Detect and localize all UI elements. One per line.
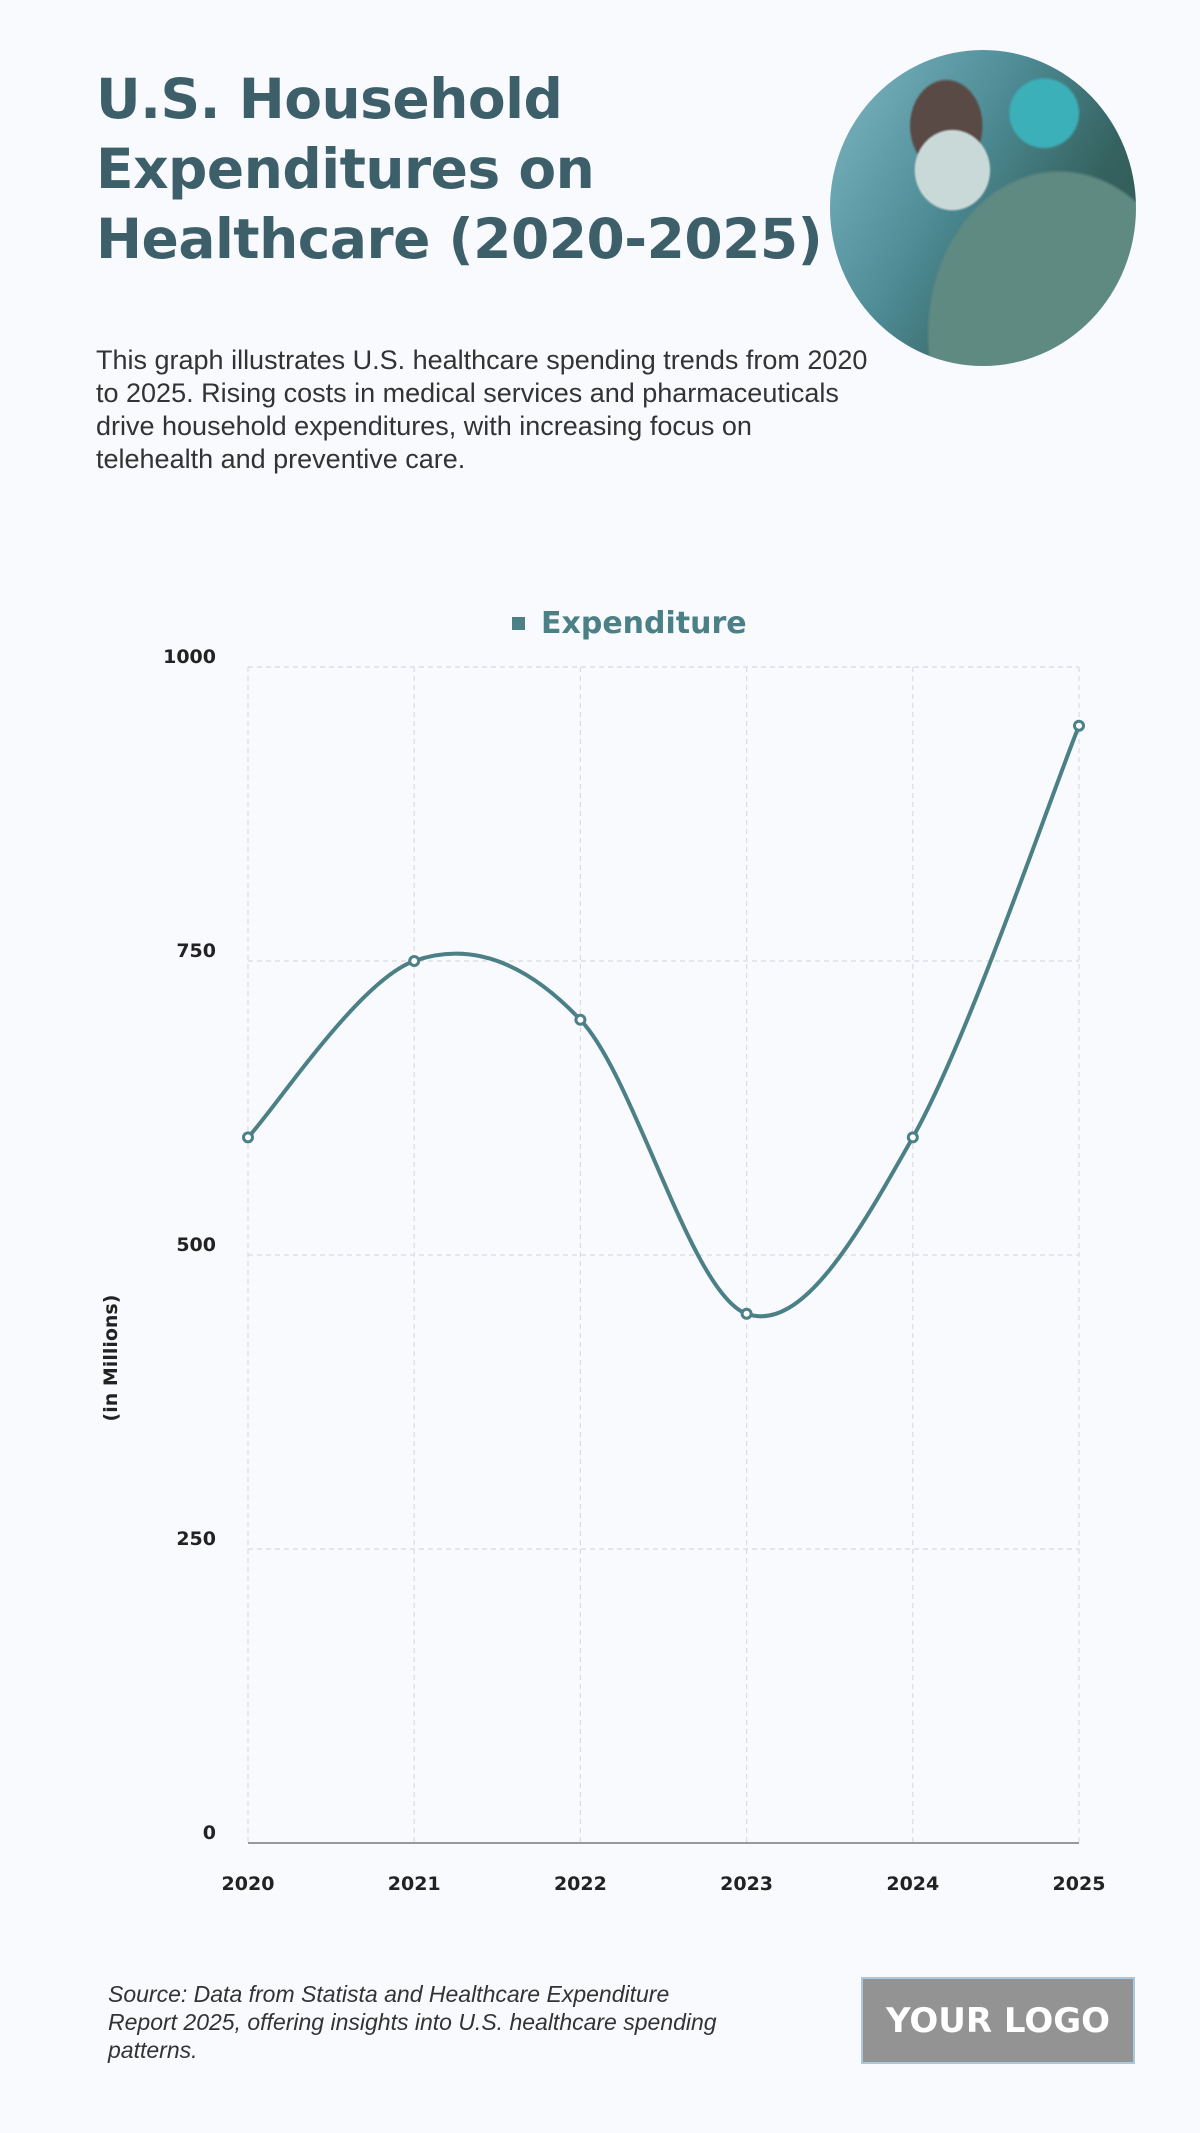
y-tick-label: 1000 [163,646,216,668]
data-point [1073,719,1085,732]
y-tick-label: 500 [176,1234,216,1256]
data-point [408,955,421,967]
y-tick-label: 0 [203,1822,216,1844]
x-tick-label: 2024 [886,1873,939,1895]
x-tick-label: 2022 [554,1873,607,1895]
x-tick-label: 2023 [720,1873,773,1895]
data-point [574,1013,587,1026]
data-point [740,1307,753,1320]
y-tick-label: 750 [176,940,216,962]
chart-grid [247,666,1080,1843]
expenditure-line [246,725,1081,1319]
surgeon-photo [830,50,1136,366]
x-tick-label: 2020 [222,1873,275,1895]
legend-label: Expenditure [541,606,747,641]
chart-description: This graph illustrates U.S. healthcare s… [96,345,868,474]
y-axis-label: (in Millions) [100,1295,122,1422]
logo-placeholder: YOUR LOGO [861,1977,1135,2064]
y-axis-ticks: 0 250 500 750 1000 [163,646,216,1844]
source-note: Source: Data from Statista and Healthcar… [108,1981,717,2063]
data-points [242,719,1085,1320]
data-point [906,1131,919,1144]
page-title: U.S. Household Expenditures on Healthcar… [96,67,823,271]
y-tick-label: 250 [176,1528,216,1550]
legend-square-icon [512,617,525,630]
x-tick-label: 2021 [388,1873,441,1895]
x-tick-label: 2025 [1053,1873,1106,1895]
x-axis-ticks: 2020 2021 2022 2023 2024 2025 [222,1873,1106,1895]
chart-legend: Expenditure [512,606,747,641]
data-point [242,1131,254,1144]
